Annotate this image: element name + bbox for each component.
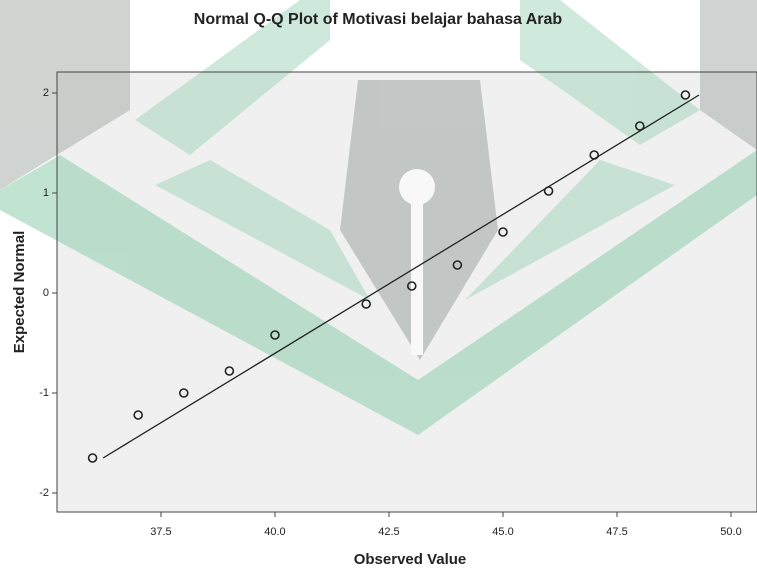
x-tick-label: 50.0	[720, 526, 741, 538]
y-tick-label: -2	[39, 487, 49, 499]
y-tick-label: 1	[43, 187, 49, 199]
y-tick-label: -1	[39, 387, 49, 399]
x-axis-label: Observed Value	[354, 551, 467, 568]
y-tick-label: 2	[43, 87, 49, 99]
x-tick-label: 47.5	[606, 526, 627, 538]
x-tick-label: 40.0	[264, 526, 285, 538]
y-tick-label: 0	[43, 287, 49, 299]
y-axis-label: Expected Normal	[11, 231, 28, 354]
x-tick-label: 42.5	[378, 526, 399, 538]
chart-title: Normal Q-Q Plot of Motivasi belajar baha…	[194, 11, 563, 28]
chart: Normal Q-Q Plot of Motivasi belajar baha…	[0, 0, 757, 571]
x-tick-label: 37.5	[150, 526, 171, 538]
x-tick-label: 45.0	[492, 526, 513, 538]
